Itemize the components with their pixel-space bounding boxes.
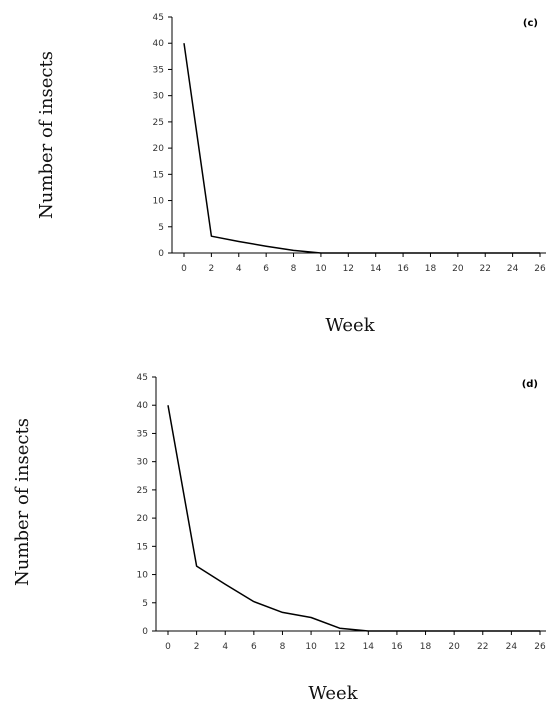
x-tick-label: 2 — [194, 642, 200, 652]
x-tick-label: 24 — [507, 264, 519, 274]
y-tick-label: 25 — [153, 118, 164, 128]
y-tick-label: 30 — [153, 92, 165, 102]
y-tick-label: 35 — [137, 429, 148, 439]
y-tick-label: 20 — [137, 514, 149, 524]
x-tick-label: 14 — [370, 264, 382, 274]
panel-label: (d) — [522, 379, 538, 390]
x-tick-label: 22 — [477, 642, 488, 652]
y-tick-label: 40 — [153, 39, 165, 49]
x-tick-label: 6 — [251, 642, 257, 652]
x-tick-label: 14 — [363, 642, 375, 652]
x-tick-label: 18 — [425, 264, 437, 274]
series-line — [183, 43, 540, 254]
x-tick-label: 16 — [391, 642, 403, 652]
x-tick-label: 22 — [480, 264, 491, 274]
x-tick-label: 26 — [534, 642, 546, 652]
y-tick-label: 30 — [137, 458, 149, 468]
x-tick-label: 2 — [209, 264, 215, 274]
y-tick-label: 10 — [137, 571, 149, 581]
x-tick-label: 0 — [181, 264, 187, 274]
y-axis-title: Number of insects — [36, 51, 57, 219]
x-tick-label: 10 — [305, 642, 317, 652]
y-tick-label: 5 — [158, 223, 164, 233]
x-tick-label: 8 — [280, 642, 286, 652]
x-axis-title: Week — [325, 315, 375, 336]
x-tick-label: 4 — [222, 642, 228, 652]
x-tick-label: 4 — [236, 264, 242, 274]
y-tick-label: 0 — [142, 627, 148, 637]
x-tick-label: 12 — [334, 642, 345, 652]
y-tick-label: 15 — [137, 542, 148, 552]
x-tick-label: 12 — [343, 264, 354, 274]
y-tick-label: 15 — [153, 170, 164, 180]
x-tick-label: 26 — [534, 264, 546, 274]
x-axis-title: Week — [308, 683, 358, 704]
y-tick-label: 40 — [137, 401, 149, 411]
x-tick-label: 0 — [165, 642, 171, 652]
x-tick-label: 24 — [506, 642, 518, 652]
x-tick-label: 6 — [263, 264, 269, 274]
panel-label: (c) — [523, 18, 538, 29]
y-tick-label: 10 — [153, 197, 165, 207]
y-tick-label: 0 — [158, 249, 164, 259]
y-tick-label: 25 — [137, 486, 148, 496]
y-tick-label: 5 — [142, 599, 148, 609]
x-tick-label: 20 — [448, 642, 460, 652]
y-tick-label: 45 — [153, 13, 164, 23]
x-tick-label: 16 — [397, 264, 409, 274]
x-tick-label: 8 — [291, 264, 297, 274]
y-tick-label: 20 — [153, 144, 165, 154]
x-tick-label: 18 — [420, 642, 432, 652]
x-tick-label: 20 — [452, 264, 464, 274]
series-line — [167, 405, 540, 632]
y-tick-label: 35 — [153, 65, 164, 75]
x-tick-label: 10 — [315, 264, 327, 274]
y-axis-title: Number of insects — [12, 418, 33, 586]
y-tick-label: 45 — [137, 373, 148, 383]
